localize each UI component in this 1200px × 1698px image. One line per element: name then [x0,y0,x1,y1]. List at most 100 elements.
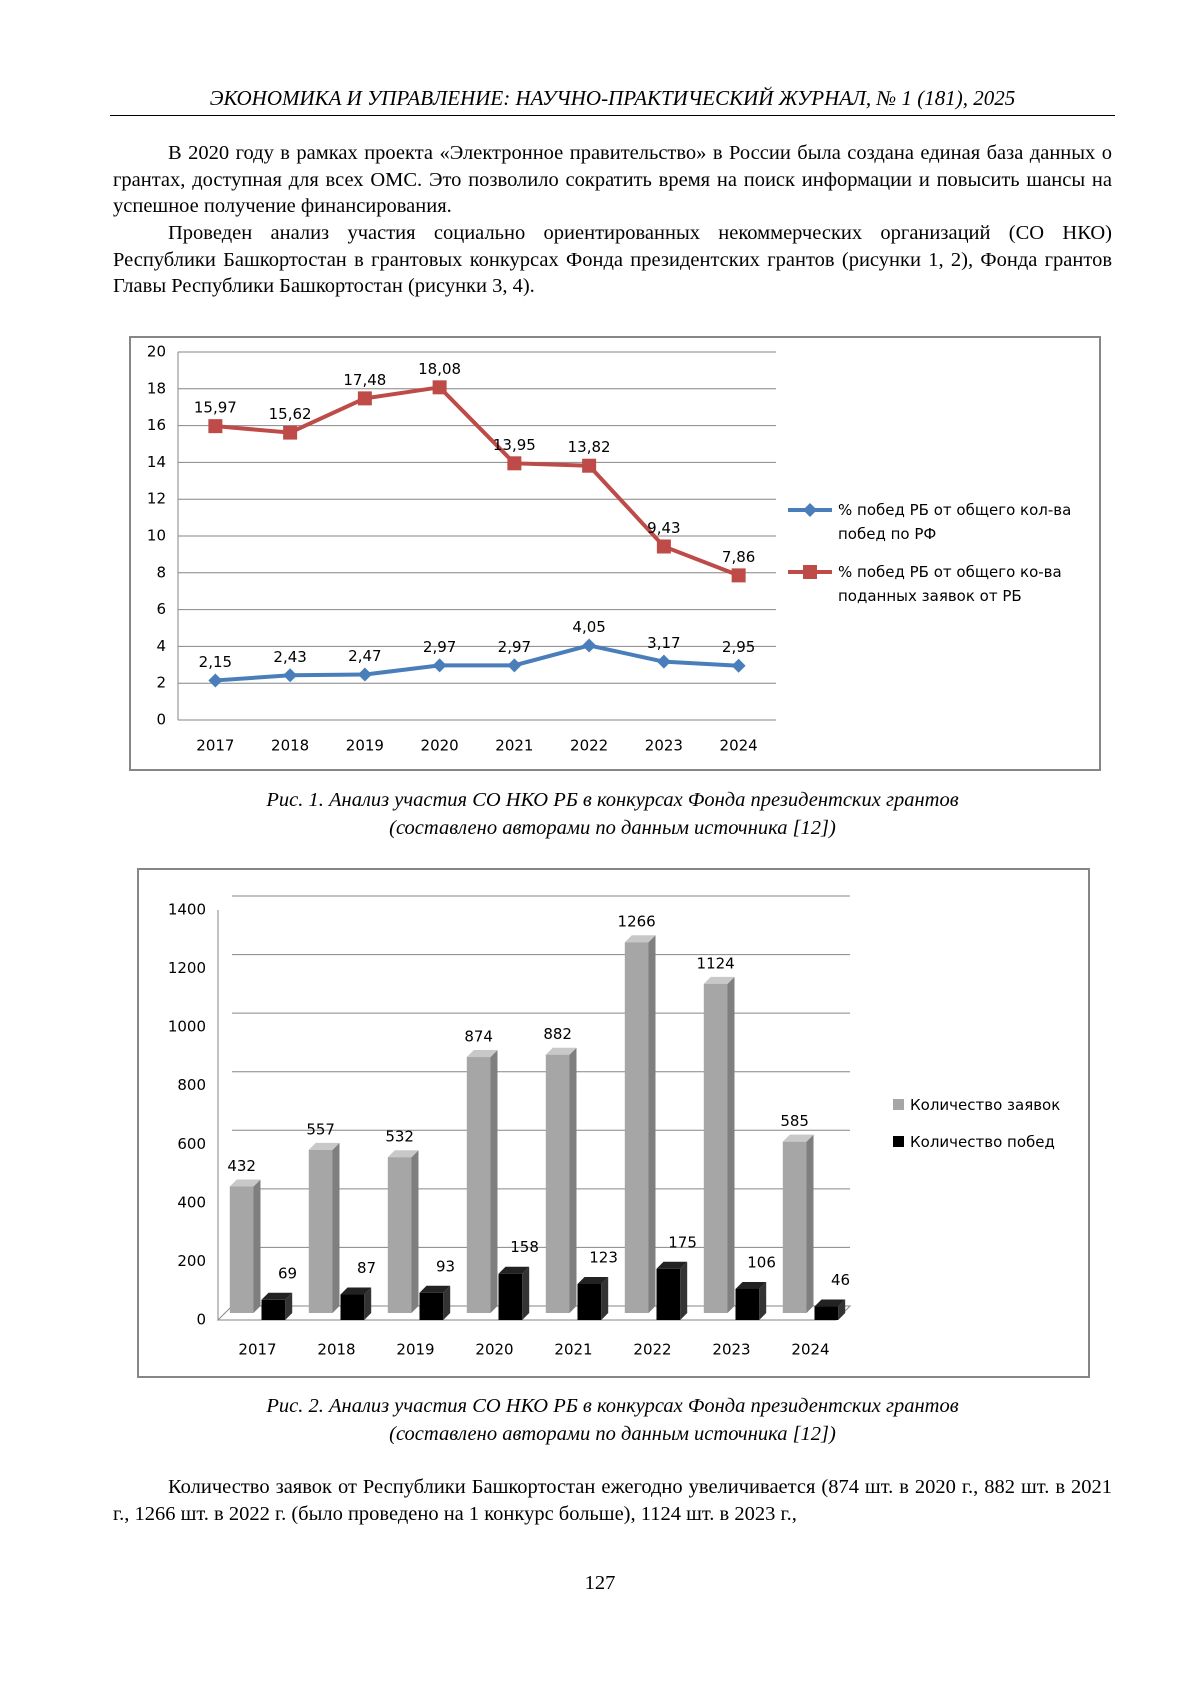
x-tick-label: 2022 [633,1341,671,1359]
point [732,568,746,582]
x-tick-label: 2020 [421,737,459,755]
data-label: 46 [831,1271,850,1289]
legend-label: Количество заявок [910,1093,1090,1117]
y-tick-label: 0 [156,711,166,729]
data-label: 557 [306,1120,335,1138]
bar-side [333,1143,340,1313]
bar [657,1269,681,1320]
x-tick-label: 2022 [570,737,608,755]
bar-side [570,1048,577,1313]
bar-side [807,1135,814,1313]
data-label: 15,97 [194,399,237,417]
bar [341,1295,365,1320]
chart-frame [130,337,1100,770]
point [582,459,596,473]
point [358,391,372,405]
y-tick-label: 8 [156,563,166,581]
bar [815,1307,839,1320]
bar [499,1274,523,1320]
bar [309,1150,333,1313]
bar [704,984,728,1313]
data-label: 2,97 [498,638,531,656]
point [283,668,297,682]
data-label: 13,82 [568,438,611,456]
data-label: 15,62 [269,405,312,423]
y-tick-label: 2 [156,674,166,692]
bar-side [728,977,735,1313]
data-label: 2,97 [423,638,456,656]
bar [736,1289,760,1320]
y-tick-label: 600 [177,1135,206,1153]
x-tick-label: 2021 [495,737,533,755]
point [803,565,817,579]
data-label: 3,17 [647,634,680,652]
point [507,456,521,470]
y-tick-label: 1200 [168,959,206,977]
bar [420,1293,444,1320]
y-tick-label: 200 [177,1252,206,1270]
x-tick-label: 2017 [196,737,234,755]
data-label: 175 [668,1233,697,1251]
data-label: 4,05 [572,618,605,636]
y-tick-label: 400 [177,1193,206,1211]
legend-label: % побед РБ от общего ко-ва поданных заяв… [838,560,1093,608]
point [582,638,596,652]
y-tick-label: 1400 [168,901,206,919]
data-label: 18,08 [418,360,461,378]
y-tick-label: 1000 [168,1018,206,1036]
legend-swatch [893,1099,904,1110]
point [433,380,447,394]
x-tick-label: 2023 [645,737,683,755]
data-label: 106 [747,1253,776,1271]
data-label: 123 [589,1248,618,1266]
y-tick-label: 20 [147,343,166,361]
data-label: 432 [227,1157,256,1175]
point [358,668,372,682]
y-tick-label: 800 [177,1076,206,1094]
data-label: 2,43 [273,648,306,666]
bar-side [491,1050,498,1313]
data-label: 69 [278,1264,297,1282]
bar [546,1055,570,1313]
y-tick-label: 12 [147,490,166,508]
data-label: 2,95 [722,638,755,656]
x-tick-label: 2020 [475,1341,513,1359]
y-tick-label: 6 [156,600,166,618]
point [208,419,222,433]
x-tick-label: 2019 [346,737,384,755]
data-label: 874 [464,1028,493,1046]
bar-side [680,1262,687,1320]
data-label: 1124 [697,954,735,972]
bar-side [601,1277,608,1320]
bar [467,1057,491,1313]
y-tick-label: 14 [147,453,166,471]
data-label: 7,86 [722,548,755,566]
bar [230,1186,254,1313]
legend-swatch [893,1136,904,1147]
x-tick-label: 2018 [317,1341,355,1359]
point [732,659,746,673]
data-label: 882 [543,1025,572,1043]
y-tick-label: 10 [147,527,166,545]
y-tick-label: 18 [147,379,166,397]
data-label: 2,15 [199,653,232,671]
bar [625,942,649,1313]
legend-label: % побед РБ от общего кол-ва побед по РФ [838,498,1093,546]
x-tick-label: 2023 [712,1341,750,1359]
bar-side [254,1179,261,1313]
x-tick-label: 2019 [396,1341,434,1359]
data-label: 93 [436,1257,455,1275]
x-tick-label: 2021 [554,1341,592,1359]
point [507,658,521,672]
point [433,658,447,672]
data-label: 532 [385,1128,414,1146]
data-label: 2,47 [348,647,381,665]
point [803,503,817,517]
data-label: 9,43 [647,519,680,537]
data-label: 1266 [618,913,656,931]
y-tick-label: 0 [196,1311,206,1329]
data-label: 13,95 [493,436,536,454]
y-tick-label: 4 [156,637,166,655]
point [657,539,671,553]
